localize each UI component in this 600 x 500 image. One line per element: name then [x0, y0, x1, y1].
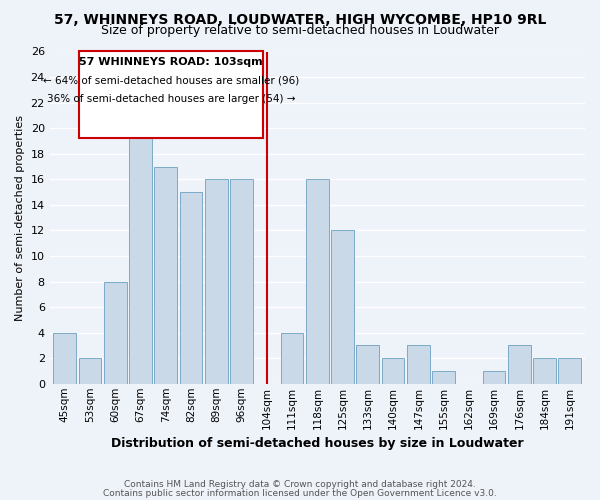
Bar — [154, 166, 177, 384]
Bar — [432, 371, 455, 384]
Bar — [407, 346, 430, 384]
Y-axis label: Number of semi-detached properties: Number of semi-detached properties — [15, 114, 25, 320]
Text: 57, WHINNEYS ROAD, LOUDWATER, HIGH WYCOMBE, HP10 9RL: 57, WHINNEYS ROAD, LOUDWATER, HIGH WYCOM… — [54, 12, 546, 26]
Bar — [508, 346, 531, 384]
Bar — [53, 332, 76, 384]
Text: Contains HM Land Registry data © Crown copyright and database right 2024.: Contains HM Land Registry data © Crown c… — [124, 480, 476, 489]
Text: 57 WHINNEYS ROAD: 103sqm: 57 WHINNEYS ROAD: 103sqm — [79, 56, 263, 66]
Bar — [483, 371, 505, 384]
Bar — [104, 282, 127, 384]
Bar — [356, 346, 379, 384]
Bar — [331, 230, 354, 384]
Bar — [382, 358, 404, 384]
Bar — [205, 180, 227, 384]
Bar — [129, 102, 152, 384]
Bar — [533, 358, 556, 384]
X-axis label: Distribution of semi-detached houses by size in Loudwater: Distribution of semi-detached houses by … — [111, 437, 524, 450]
Bar — [559, 358, 581, 384]
Bar — [180, 192, 202, 384]
Bar — [79, 358, 101, 384]
Bar — [281, 332, 304, 384]
Text: Size of property relative to semi-detached houses in Loudwater: Size of property relative to semi-detach… — [101, 24, 499, 37]
Text: Contains public sector information licensed under the Open Government Licence v3: Contains public sector information licen… — [103, 489, 497, 498]
FancyBboxPatch shape — [79, 52, 263, 139]
Text: ← 64% of semi-detached houses are smaller (96): ← 64% of semi-detached houses are smalle… — [43, 76, 299, 86]
Bar — [230, 180, 253, 384]
Bar — [306, 180, 329, 384]
Text: 36% of semi-detached houses are larger (54) →: 36% of semi-detached houses are larger (… — [47, 94, 295, 104]
